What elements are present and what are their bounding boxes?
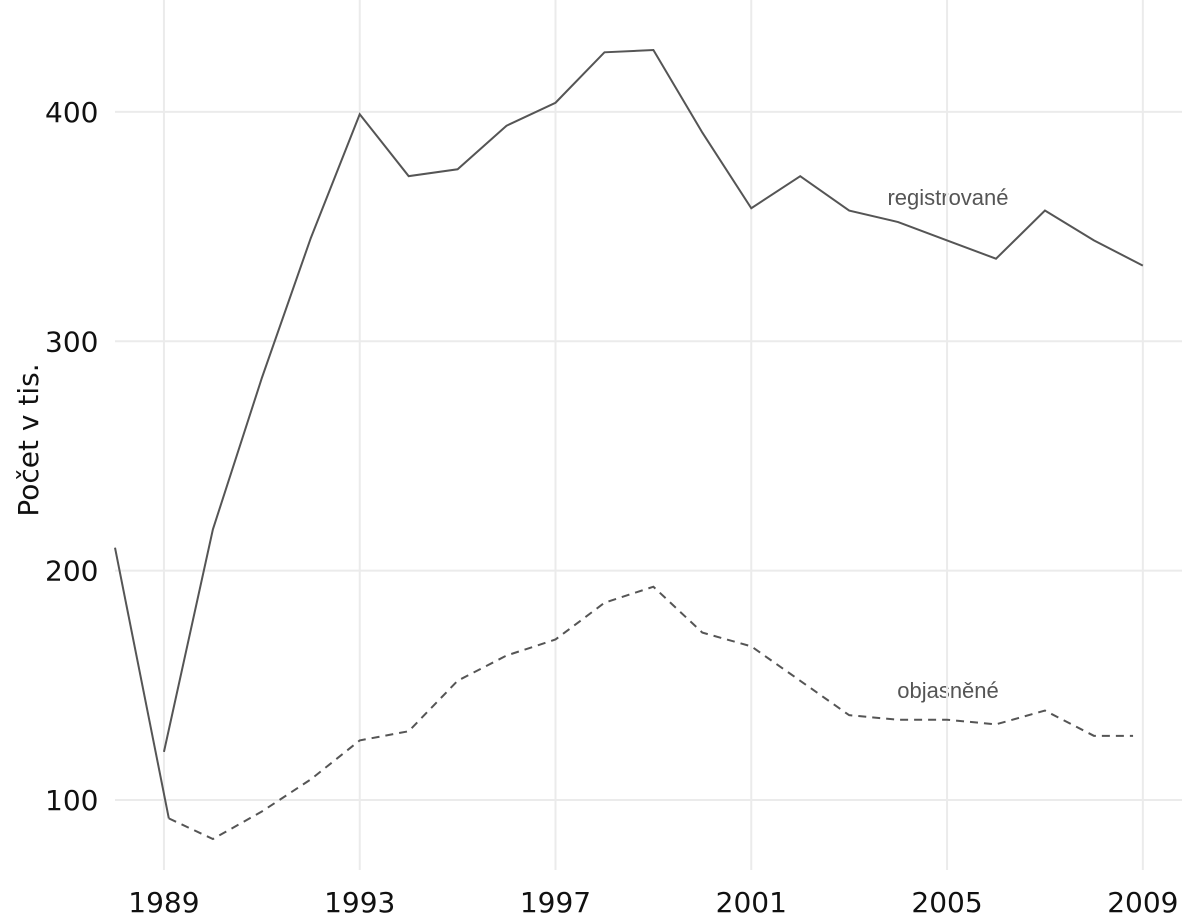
line — [168, 585, 1134, 841]
x-tick-label: 2009 — [1107, 886, 1178, 919]
x-tick-label: 1997 — [520, 886, 591, 919]
line — [114, 547, 170, 819]
x-tick-label: 1989 — [128, 886, 199, 919]
y-tick-label: 100 — [45, 784, 98, 817]
y-tick-label: 200 — [45, 555, 98, 588]
x-tick-label: 2005 — [911, 886, 982, 919]
y-axis-label: Počet v tis. — [12, 363, 45, 516]
line — [162, 48, 1144, 753]
y-tick-label: 300 — [45, 325, 98, 358]
x-tick-label: 1993 — [324, 886, 395, 919]
y-tick-label: 400 — [45, 96, 98, 129]
x-tick-label: 2001 — [716, 886, 787, 919]
